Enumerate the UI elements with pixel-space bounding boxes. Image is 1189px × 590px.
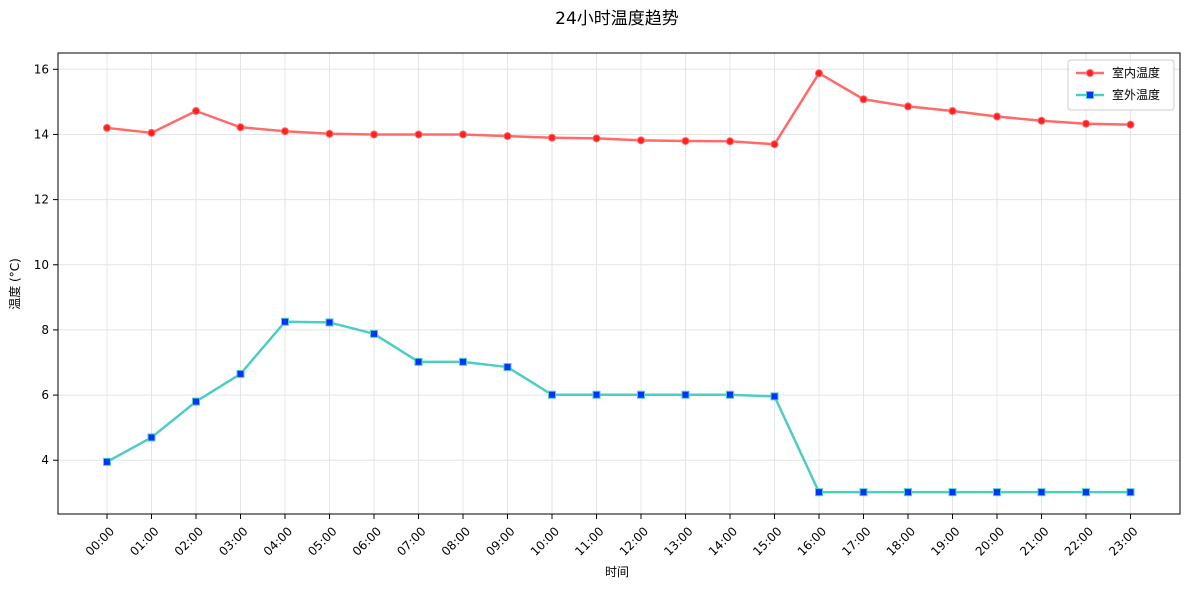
data-point-circle — [681, 136, 690, 145]
data-point-square — [681, 390, 690, 399]
data-point-square — [592, 390, 601, 399]
y-tick-label: 16 — [34, 62, 49, 76]
data-point-square — [325, 318, 334, 327]
x-tick-label: 21:00 — [1017, 524, 1051, 558]
x-tick-label: 13:00 — [661, 524, 695, 558]
data-point-square — [770, 392, 779, 401]
legend-label: 室内温度 — [1112, 65, 1160, 80]
legend-label: 室外温度 — [1112, 87, 1160, 102]
data-point-square — [414, 357, 423, 366]
series-line-1 — [106, 320, 1131, 494]
x-tick-label: 02:00 — [172, 524, 206, 558]
data-point-circle — [325, 129, 334, 138]
x-tick-label: 05:00 — [305, 524, 339, 558]
data-point-circle — [726, 137, 734, 146]
data-point-square — [281, 317, 289, 326]
x-tick-label: 20:00 — [973, 524, 1007, 558]
data-point-square — [1082, 488, 1090, 497]
y-tick-label: 8 — [41, 323, 49, 337]
data-point-square — [147, 433, 156, 442]
y-axis-ticks: 4 6 8 10 12 14 16 — [34, 62, 58, 467]
data-point-square — [236, 369, 245, 378]
x-tick-label: 18:00 — [884, 524, 918, 558]
chart-title: 24小时温度趋势 — [555, 9, 679, 29]
data-point-circle — [592, 134, 601, 143]
data-point-circle — [236, 123, 245, 132]
data-point-square — [1037, 488, 1046, 497]
data-point-square — [459, 357, 467, 366]
x-tick-label: 22:00 — [1062, 524, 1096, 558]
x-tick-label: 01:00 — [127, 524, 161, 558]
data-point-circle — [548, 133, 556, 142]
x-tick-label: 04:00 — [261, 524, 295, 558]
data-point-circle — [948, 106, 957, 115]
y-tick-label: 10 — [34, 258, 49, 272]
x-tick-label: 06:00 — [350, 524, 384, 558]
x-tick-label: 14:00 — [706, 524, 740, 558]
data-point-square — [815, 488, 823, 497]
series-group — [103, 69, 1135, 497]
x-tick-label: 10:00 — [528, 524, 562, 558]
data-point-circle — [192, 106, 200, 115]
x-tick-label: 23:00 — [1106, 524, 1140, 558]
data-point-square — [904, 488, 912, 497]
data-point-circle — [281, 127, 289, 136]
data-point-circle — [414, 130, 423, 139]
data-point-square — [1126, 488, 1135, 497]
x-axis-ticks: 00:00 01:00 02:00 03:00 04:00 05:00 06:00 07:00… — [83, 514, 1141, 559]
x-tick-label: 03:00 — [216, 524, 250, 558]
data-point-circle — [904, 102, 912, 111]
data-point-circle — [815, 69, 823, 78]
data-point-square — [192, 397, 200, 406]
plot-frame — [57, 52, 1181, 515]
series-line-0 — [106, 71, 1131, 146]
y-tick-label: 14 — [34, 127, 49, 141]
x-tick-label: 08:00 — [439, 524, 473, 558]
legend-marker-circle — [1086, 69, 1094, 77]
x-tick-label: 19:00 — [928, 524, 962, 558]
y-tick-label: 6 — [41, 388, 49, 402]
x-tick-label: 16:00 — [795, 524, 829, 558]
data-point-square — [548, 390, 556, 399]
data-point-circle — [859, 95, 868, 104]
x-tick-label: 00:00 — [83, 524, 117, 558]
data-point-circle — [1037, 116, 1046, 125]
x-tick-label: 15:00 — [750, 524, 784, 558]
x-axis-label: 时间 — [605, 565, 629, 579]
data-point-circle — [637, 136, 645, 145]
data-point-circle — [370, 130, 378, 139]
y-axis-label: 温度 (°C) — [7, 258, 22, 310]
data-point-square — [993, 488, 1001, 497]
data-point-circle — [103, 123, 111, 132]
data-point-circle — [993, 112, 1001, 121]
data-point-square — [637, 390, 645, 399]
data-point-square — [503, 363, 512, 372]
data-point-circle — [1126, 120, 1135, 129]
data-point-square — [370, 329, 378, 338]
data-point-circle — [1082, 119, 1090, 128]
x-tick-label: 11:00 — [572, 524, 606, 558]
data-point-square — [859, 488, 868, 497]
x-tick-label: 17:00 — [839, 524, 873, 558]
data-point-circle — [770, 140, 779, 149]
data-point-square — [103, 457, 111, 466]
data-point-circle — [459, 130, 467, 139]
legend-marker-square — [1086, 91, 1094, 99]
y-tick-label: 12 — [34, 193, 49, 207]
data-point-square — [948, 488, 957, 497]
y-tick-label: 4 — [41, 453, 49, 467]
x-tick-label: 12:00 — [617, 524, 651, 558]
x-tick-label: 07:00 — [394, 524, 428, 558]
data-point-square — [726, 390, 734, 399]
x-tick-label: 09:00 — [483, 524, 517, 558]
data-point-circle — [503, 132, 512, 141]
data-point-circle — [147, 128, 156, 137]
